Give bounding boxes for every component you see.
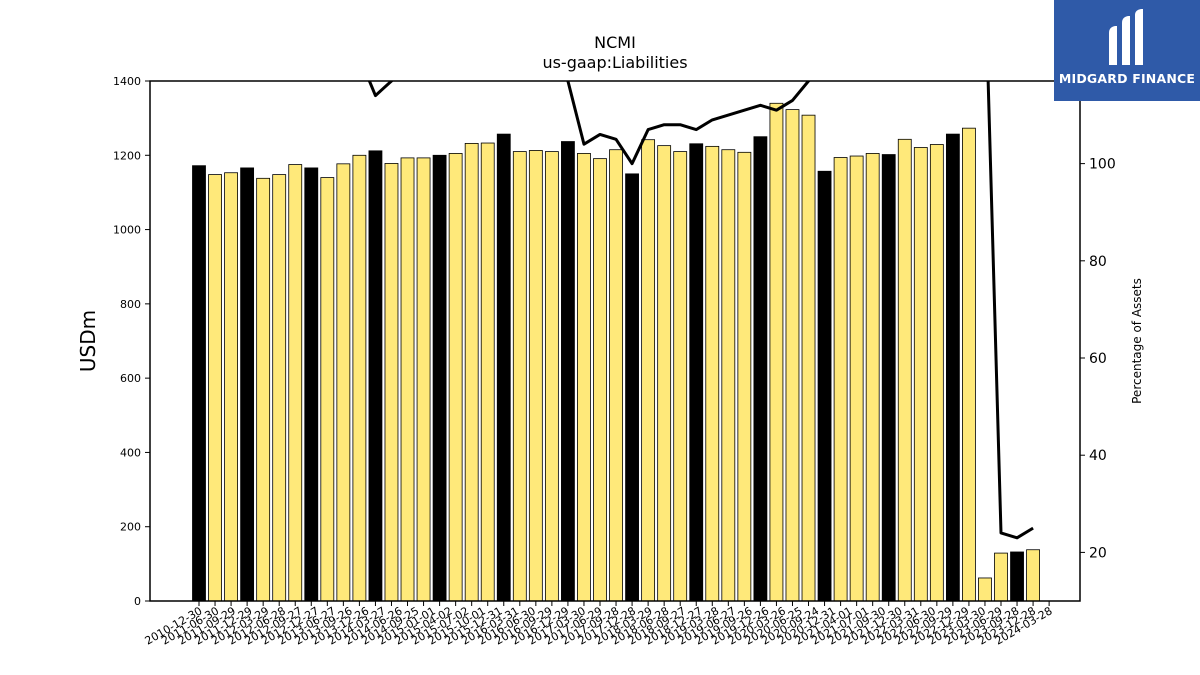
bar [512,151,527,602]
bar [240,167,255,602]
bar [673,151,688,602]
y2-tick-label: 80 [1089,254,1107,270]
bar [801,114,816,602]
y2-tick-label: 100 [1089,157,1116,173]
bar [785,109,800,602]
bar [528,150,543,602]
bar [368,150,383,602]
bar [352,154,367,602]
y2-tick-label: 40 [1089,448,1107,464]
bar [609,149,623,602]
bar [625,173,639,602]
plot-frame [149,80,1081,602]
y2-tick-label: 60 [1089,351,1107,367]
y-tick-label: 1400 [113,75,141,88]
bar [978,577,992,602]
line-series [367,81,1034,540]
y-tick-label: 400 [120,446,141,459]
bar [288,164,303,602]
bar [1026,549,1040,602]
brand-name: MIDGARD FINANCE [1058,71,1196,86]
bar [657,145,672,602]
bar [272,174,287,602]
line-percentage-of-assets [367,81,1034,540]
midgard-logo-icon [1109,9,1143,65]
bar [929,144,944,602]
y-tick-label: 1200 [113,149,141,162]
bar [1010,551,1024,602]
bar [577,153,591,602]
bar [817,170,832,602]
bar [224,172,238,602]
bar [320,177,335,602]
bar [400,157,415,602]
y-tick-label: 800 [120,298,141,311]
bar [208,174,222,602]
y2-axis-label: Percentage of Assets [1130,278,1144,404]
bar [496,133,511,602]
bar [753,136,768,602]
y-tick-label: 600 [120,372,141,385]
bar [336,163,351,602]
bar [304,167,319,602]
bar [689,143,704,602]
bar [480,142,495,602]
y-axis: 0 200 400 600 800 1000 1200 1400 [113,75,150,608]
y-tick-label: 1000 [113,224,141,237]
bar [448,153,463,602]
bar [432,154,447,602]
bar [897,138,912,602]
bar [721,149,736,602]
bar [849,155,864,602]
bar [192,165,206,602]
y2-axis: 20 40 60 80 100 [1080,157,1116,561]
y-axis-label: USDm [76,310,100,372]
y2-tick-label: 20 [1089,545,1107,561]
bar [769,102,784,602]
y-tick-label: 0 [134,595,141,608]
bar [865,153,880,602]
bar [384,163,399,602]
chart-subtitle: us-gaap:Liabilities [542,53,687,72]
bar [641,139,656,602]
bar [561,141,575,602]
bar [994,552,1008,602]
bar [705,145,720,602]
bar [464,142,479,602]
bar [833,157,848,602]
bar [737,151,752,602]
bar [945,133,960,602]
bar [913,147,928,602]
brand-logo: MIDGARD FINANCE [1054,0,1200,101]
bar [544,151,559,602]
bar [593,158,607,602]
bar [962,127,976,602]
bar [416,157,431,602]
chart-title: NCMI [594,33,636,52]
y-tick-label: 200 [120,521,141,534]
bar [256,177,271,602]
bar-series [192,102,1040,602]
x-axis: 2010-12-302011-06-302011-09-292011-12-29… [143,601,1055,648]
bar [881,154,896,602]
